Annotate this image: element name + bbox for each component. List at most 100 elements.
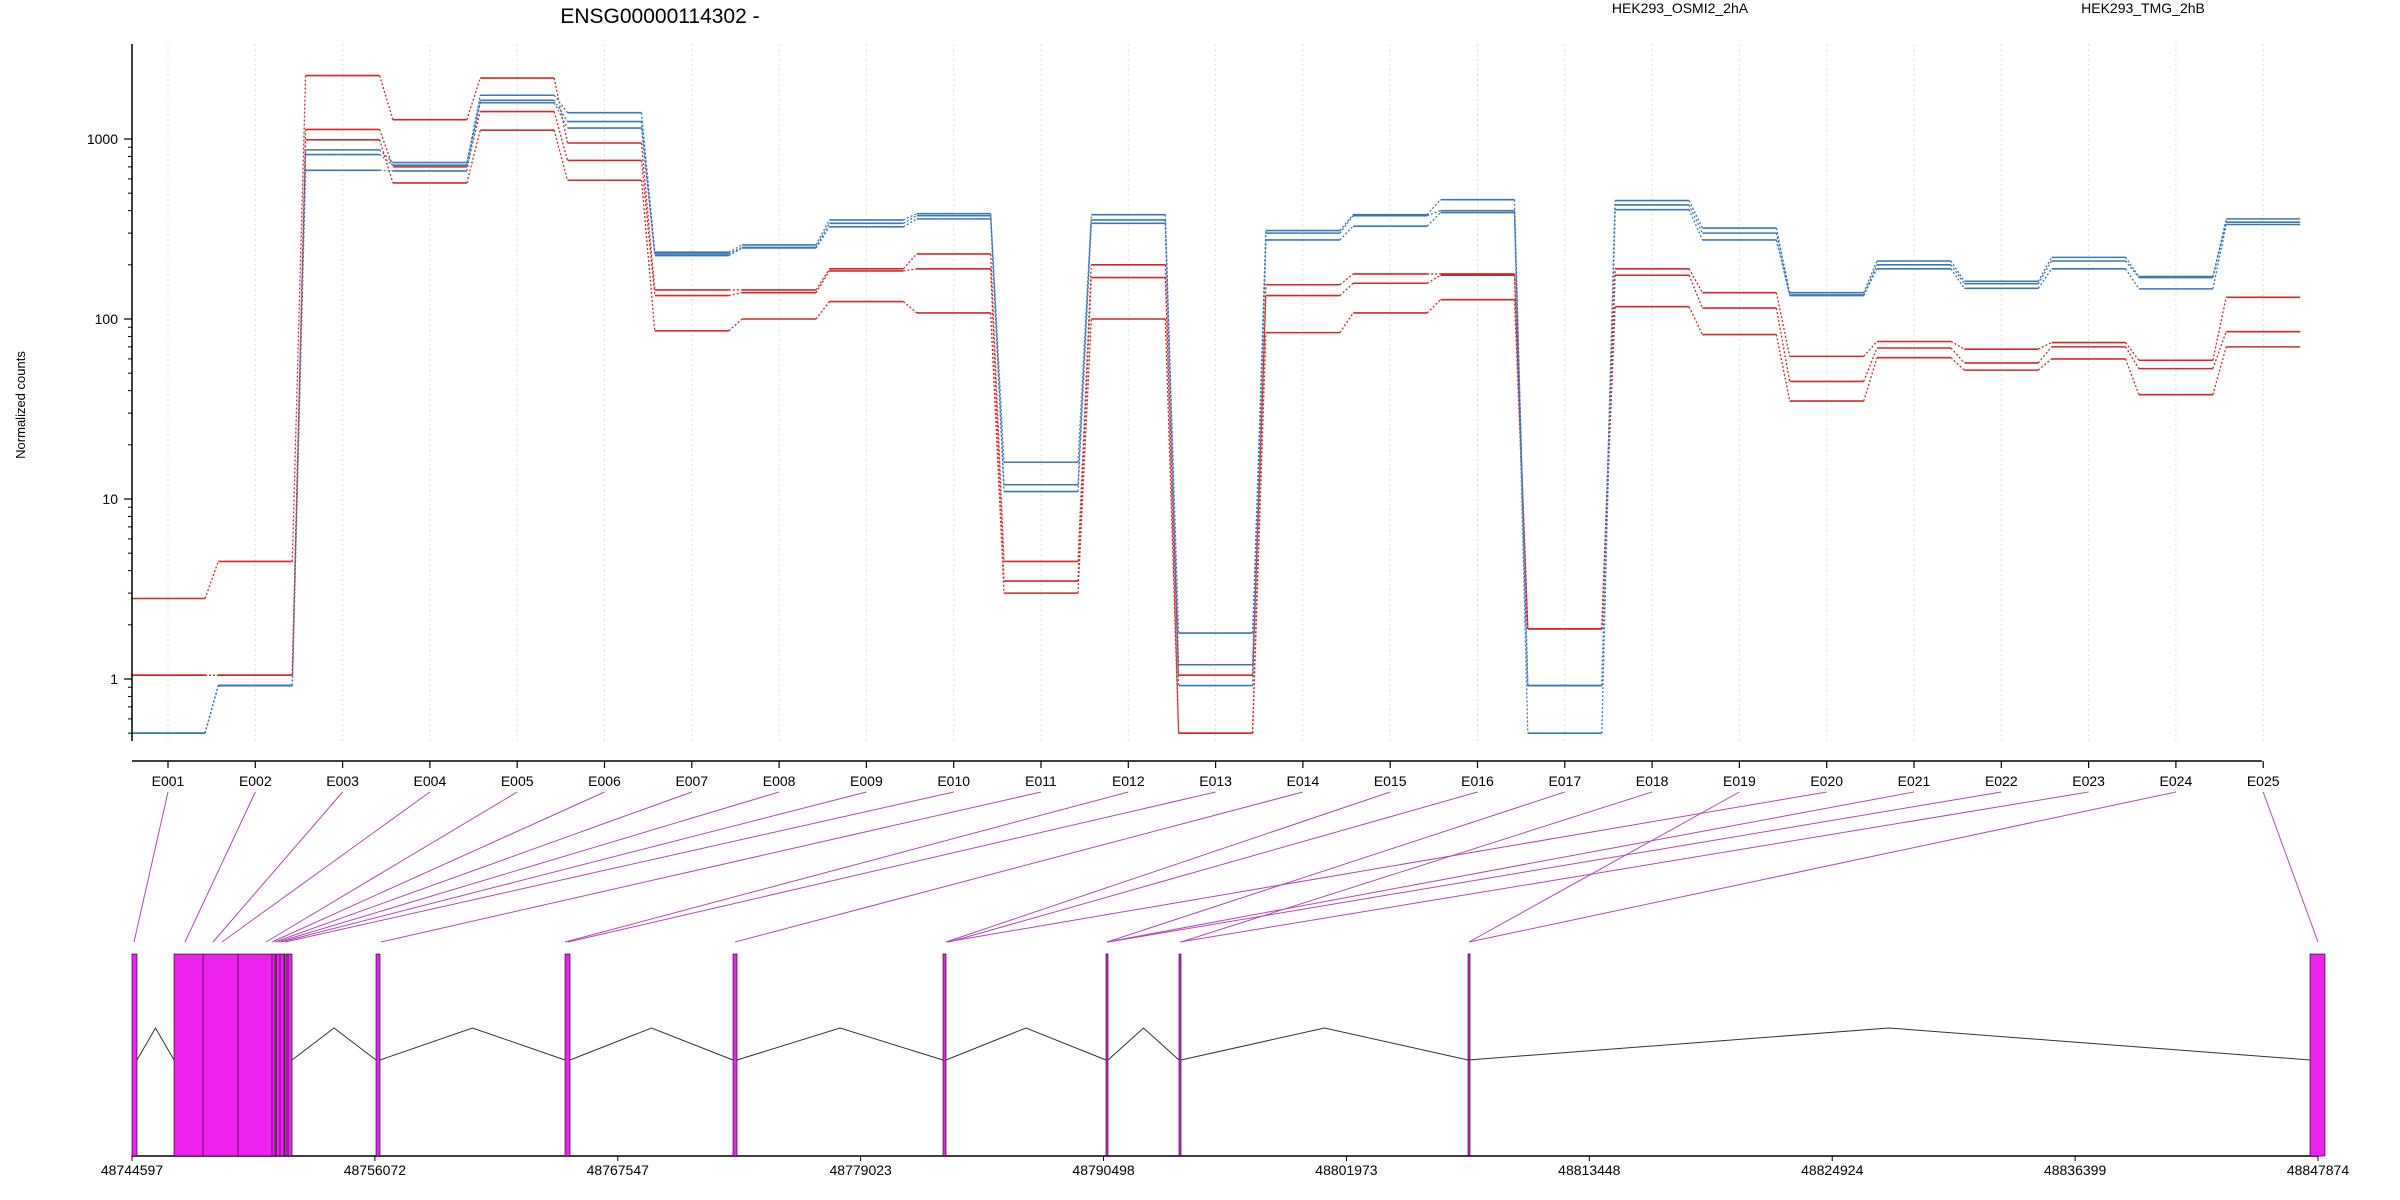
series-transition <box>728 244 743 253</box>
series-transition <box>815 219 830 246</box>
intron-line <box>291 1027 377 1061</box>
x-tick-label: E017 <box>1548 773 1581 789</box>
series-transition <box>291 139 307 676</box>
series-transition <box>1077 214 1092 463</box>
connector-line <box>277 791 780 943</box>
series-transition <box>1775 292 1791 357</box>
series-transition <box>1775 307 1791 382</box>
series-transition <box>815 270 830 294</box>
genomic-tick-label: 48824924 <box>1801 1162 1864 1178</box>
series-transition <box>2212 297 2227 361</box>
series-transition <box>1950 357 1965 371</box>
series-transition <box>466 102 481 172</box>
genomic-tick-label: 48779023 <box>830 1162 893 1178</box>
series-transition <box>466 95 481 163</box>
series-transition <box>1513 212 1529 734</box>
series-transition <box>2037 257 2053 282</box>
series-transition <box>1339 282 1354 297</box>
series-transition <box>1688 204 1703 234</box>
series-transition <box>2212 346 2227 395</box>
series-transition <box>2125 260 2140 278</box>
connector-line <box>948 791 1478 943</box>
x-tick-label: E002 <box>239 773 272 789</box>
x-tick-label: E004 <box>414 773 447 789</box>
series-transition <box>1426 274 1441 284</box>
x-tick-label: E007 <box>675 773 708 789</box>
series-transition <box>204 561 219 599</box>
series-transition <box>1077 277 1092 582</box>
series-transition <box>291 170 307 686</box>
x-tick-label: E016 <box>1461 773 1494 789</box>
connector-line <box>945 791 1391 943</box>
genomic-tick-label: 48847874 <box>2287 1162 2350 1178</box>
series-transition <box>2037 346 2053 364</box>
series-transition <box>1863 268 1878 296</box>
exon-block <box>1105 953 1109 1157</box>
series-transition <box>640 160 656 296</box>
series-transition <box>990 253 1005 562</box>
series-transition <box>379 154 394 166</box>
connector-line <box>280 791 867 943</box>
series-transition <box>1601 209 1616 734</box>
connector-line <box>564 791 1129 943</box>
genomic-tick-label: 48813448 <box>1558 1162 1621 1178</box>
series-transition <box>2212 222 2227 278</box>
series-transition <box>1775 232 1791 296</box>
x-tick-label: E023 <box>2072 773 2105 789</box>
x-tick-label: E003 <box>326 773 359 789</box>
series-transition <box>1426 299 1441 314</box>
series-transition <box>1077 318 1092 594</box>
series-transition <box>1339 215 1354 234</box>
intron-line <box>1107 1027 1180 1061</box>
series-transition <box>1251 332 1267 734</box>
series-transition <box>903 213 917 221</box>
x-tick-label: E022 <box>1985 773 2018 789</box>
series-transition <box>466 100 481 166</box>
connector-line <box>380 791 1042 943</box>
intron-line <box>1180 1027 1469 1061</box>
exon-block <box>131 953 138 1157</box>
series-transition <box>1775 334 1791 402</box>
y-tick-label: 10 <box>102 491 118 507</box>
series-transition <box>1339 273 1354 286</box>
series-transition <box>379 149 394 164</box>
series-transition <box>1077 219 1092 485</box>
x-tick-label: E024 <box>2160 773 2193 789</box>
connector-line <box>274 791 692 943</box>
x-tick-label: E012 <box>1112 773 1145 789</box>
genomic-tick-label: 48790498 <box>1072 1162 1135 1178</box>
series-transition <box>640 128 656 256</box>
connector-line <box>1107 791 2002 943</box>
connector-line <box>271 791 605 943</box>
series-transition <box>990 268 1005 582</box>
series-transition <box>1775 227 1791 293</box>
connector-line <box>1180 791 1653 943</box>
series-transition <box>1164 318 1180 734</box>
series-transition <box>2212 218 2227 277</box>
connector-line <box>1106 791 1915 943</box>
genomic-tick-label: 48767547 <box>587 1162 650 1178</box>
connector-line <box>567 791 1216 943</box>
x-tick-label: E010 <box>937 773 970 789</box>
connector-line <box>284 791 954 943</box>
series-transition <box>2125 256 2140 277</box>
series-transition <box>1688 275 1704 309</box>
series-transition <box>1863 357 1878 402</box>
series-transition <box>903 218 918 228</box>
genomic-ticks: 48744597 48756072 48767547 48779023 48790498… <box>101 1156 2350 1178</box>
series-transition <box>1775 239 1791 296</box>
series-transition <box>1950 347 1965 364</box>
connector-line <box>1179 791 2089 943</box>
exon-block <box>1467 953 1471 1157</box>
series-transition <box>728 292 743 297</box>
series-transition <box>204 685 219 734</box>
x-tick-label: E001 <box>152 773 185 789</box>
series-transition <box>378 75 394 120</box>
connector-line <box>1106 791 1565 943</box>
x-ticks: E001 E002 E003 E004 E005 E006 E007 E008 E009 E010… <box>152 761 2280 789</box>
connector-line <box>1468 791 2177 943</box>
series-transition <box>990 312 1005 594</box>
x-tick-label: E021 <box>1898 773 1931 789</box>
connector-line <box>945 791 1827 943</box>
series-transition <box>553 129 569 181</box>
